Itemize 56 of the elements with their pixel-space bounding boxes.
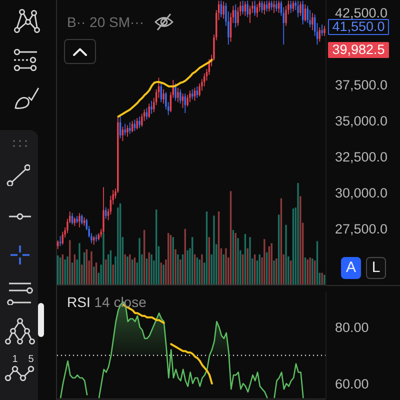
candlestick [194, 87, 196, 102]
candlestick [105, 206, 107, 220]
candlestick [297, 0, 299, 18]
chart-title: RSI [67, 294, 90, 310]
candlestick [273, 0, 275, 14]
candlestick [189, 90, 191, 103]
candlestick [179, 88, 182, 104]
chart-subtitle: 14 close [93, 294, 146, 310]
candlestick [192, 88, 194, 100]
candlestick [256, 4, 258, 18]
candlestick [261, 0, 263, 14]
candlestick [122, 126, 124, 142]
button[interactable] [64, 39, 96, 64]
candlestick [59, 236, 62, 247]
candlestick [124, 123, 126, 136]
candlestick [321, 24, 323, 36]
candlestick [276, 0, 278, 12]
y-tick-label: 60.00 [335, 376, 369, 392]
candlestick [198, 83, 200, 97]
candlestick [246, 0, 248, 18]
candlestick [138, 116, 140, 129]
candlestick [186, 94, 188, 107]
candlestick [309, 10, 311, 28]
y-tick-label: 30,000.0 [335, 186, 388, 201]
price-tag: 41,550.0 [328, 18, 389, 34]
y-tick-label: 80.00 [335, 320, 369, 335]
price-tag: 39,982.5 [328, 42, 389, 58]
annotation: B·· 20 SM··· [67, 14, 144, 30]
candlestick [182, 93, 184, 108]
line-series [117, 58, 213, 118]
candlestick [162, 88, 164, 104]
candlestick [196, 86, 198, 98]
candlestick [129, 122, 131, 134]
y-tick-label: 37,500.0 [335, 78, 388, 93]
candlestick [264, 0, 266, 15]
candlestick [62, 231, 64, 246]
button[interactable]: A [341, 257, 361, 279]
candlestick [249, 5, 251, 24]
candlestick [234, 4, 236, 28]
candlestick [141, 113, 143, 128]
y-tick-label: 27,500.0 [335, 222, 388, 237]
line-series [170, 343, 213, 385]
y-tick-label: 42,500.0 [335, 6, 388, 21]
candlestick [222, 0, 224, 20]
y-tick-label: 32,500.0 [335, 150, 388, 165]
candlestick [318, 26, 320, 42]
y-tick-label: 35,000.0 [335, 114, 388, 129]
candlestick [174, 83, 176, 102]
candlestick [300, 0, 302, 16]
candlestick [312, 12, 314, 31]
candlestick [150, 100, 152, 114]
candlestick [324, 25, 326, 36]
candlestick [78, 212, 80, 228]
candlestick [177, 87, 179, 103]
button[interactable]: L [366, 257, 386, 279]
candlestick [126, 124, 128, 138]
